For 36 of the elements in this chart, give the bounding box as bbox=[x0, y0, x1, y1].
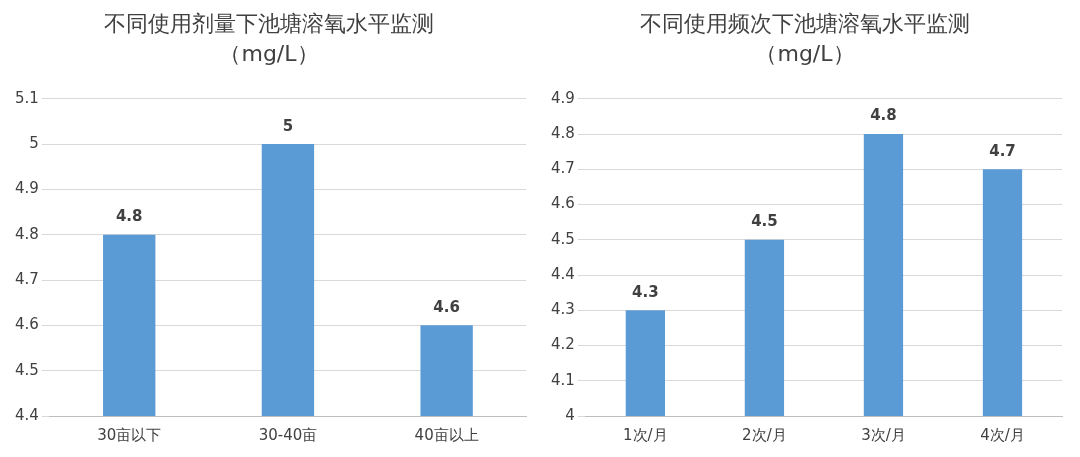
y-tick-label: 4.8 bbox=[15, 224, 39, 243]
y-tick-label: 4.5 bbox=[15, 360, 39, 379]
y-tick-label: 4.1 bbox=[551, 370, 575, 389]
y-tick-label: 4.2 bbox=[551, 335, 575, 354]
y-tick-label: 5.1 bbox=[15, 88, 39, 107]
x-tick-label: 30亩以下 bbox=[97, 425, 162, 444]
data-label: 4.7 bbox=[989, 141, 1016, 160]
x-tick-label: 40亩以上 bbox=[414, 425, 479, 444]
chart-title: 不同使用频次下池塘溶氧水平监测 bbox=[640, 10, 970, 36]
chart-subtitle: （mg/L） bbox=[755, 41, 855, 67]
x-tick-label: 30-40亩 bbox=[258, 425, 318, 444]
y-tick-label: 4.9 bbox=[15, 179, 39, 198]
y-tick-label: 4.4 bbox=[551, 264, 575, 283]
chart-title: 不同使用剂量下池塘溶氧水平监测 bbox=[104, 10, 434, 36]
y-tick-label: 4.5 bbox=[551, 229, 575, 248]
data-label: 4.8 bbox=[115, 207, 143, 226]
x-tick-label: 4次/月 bbox=[980, 425, 1025, 444]
data-label: 5 bbox=[282, 116, 294, 135]
data-label: 4.8 bbox=[870, 106, 897, 125]
data-label: 4.6 bbox=[433, 297, 460, 316]
y-tick-label: 4.3 bbox=[551, 300, 575, 319]
y-tick-label: 4.6 bbox=[551, 194, 575, 213]
chart-subtitle: （mg/L） bbox=[219, 41, 319, 67]
x-tick-label: 2次/月 bbox=[742, 425, 787, 444]
y-tick-label: 4.4 bbox=[15, 405, 39, 424]
y-tick-label: 4 bbox=[565, 405, 575, 424]
y-tick-label: 4.6 bbox=[15, 315, 39, 334]
y-tick-label: 4.7 bbox=[551, 159, 575, 178]
x-tick-label: 3次/月 bbox=[861, 425, 906, 444]
data-label: 4.5 bbox=[751, 212, 778, 231]
y-tick-label: 4.7 bbox=[15, 269, 39, 288]
x-tick-label: 1次/月 bbox=[623, 425, 668, 444]
y-tick-label: 4.9 bbox=[551, 88, 575, 107]
y-tick-label: 4.8 bbox=[551, 123, 575, 142]
y-tick-label: 5 bbox=[29, 134, 39, 152]
data-label: 4.3 bbox=[632, 282, 659, 301]
